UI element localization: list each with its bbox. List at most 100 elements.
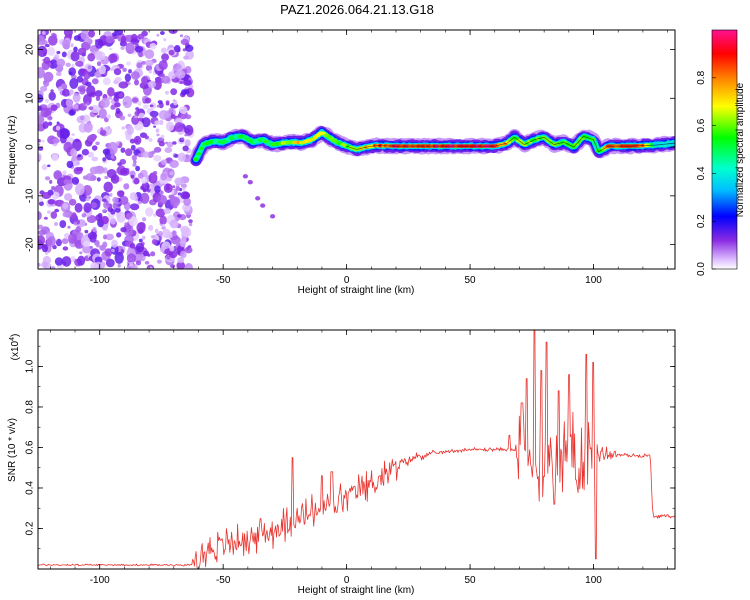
noise-blob [98, 65, 107, 75]
noise-blob [137, 172, 144, 179]
noise-blob [137, 153, 142, 158]
noise-blob [125, 42, 135, 54]
noise-blob [143, 104, 149, 109]
y-tick-label: 0.8 [25, 400, 36, 414]
noise-blob [168, 49, 175, 56]
noise-blob [153, 155, 162, 162]
y-tick-label: 0.4 [25, 481, 36, 495]
secondary-point [260, 203, 266, 208]
noise-blob [69, 89, 74, 95]
noise-blob [104, 248, 113, 257]
noise-blob [81, 213, 87, 218]
snr-series-line [38, 330, 675, 569]
noise-blob [120, 167, 130, 176]
noise-blob [141, 181, 150, 192]
noise-blob [38, 45, 48, 57]
noise-blob [156, 259, 162, 264]
noise-blob [47, 46, 56, 56]
noise-blob [114, 102, 121, 108]
colorbar-tick-label: 0.8 [696, 70, 707, 84]
noise-blob [83, 94, 92, 106]
noise-blob [170, 196, 181, 207]
noise-blob [91, 156, 99, 162]
noise-blob [90, 262, 98, 269]
noise-blob [166, 231, 174, 239]
noise-blob [54, 257, 64, 266]
noise-blob [91, 78, 99, 85]
colorbar-gradient [711, 29, 738, 270]
noise-blob [147, 80, 157, 88]
noise-blob [151, 239, 158, 245]
noise-blob [95, 141, 100, 146]
noise-blob [38, 153, 42, 161]
noise-blob [73, 166, 83, 175]
noise-blob [175, 186, 181, 191]
noise-blob [40, 85, 48, 92]
noise-blob [131, 71, 140, 80]
noise-blob [83, 240, 91, 247]
noise-blob [51, 191, 60, 200]
noise-blob [109, 47, 113, 51]
noise-blob [38, 146, 44, 151]
noise-blob [118, 142, 123, 146]
noise-blob [110, 244, 119, 255]
noise-blob [158, 60, 168, 71]
noise-blob [45, 107, 53, 116]
x-tick-label: -50 [216, 275, 231, 286]
noise-blob [62, 88, 70, 97]
noise-blob [70, 43, 74, 48]
noise-blob [111, 239, 118, 248]
noise-blob [61, 83, 67, 89]
noise-blob [143, 250, 150, 257]
noise-blob [86, 215, 97, 223]
y-tick-label: 0.6 [25, 440, 36, 454]
snr-frame [37, 329, 676, 570]
noise-blob [177, 152, 186, 162]
noise-blob [120, 35, 127, 44]
figure-title: PAZ1.2026.064.21.13.G18 [280, 2, 434, 17]
y-tick-label: -10 [25, 188, 36, 203]
noise-blob [105, 35, 115, 44]
noise-blob [182, 191, 191, 199]
noise-blob [133, 135, 142, 145]
noise-blob [45, 98, 49, 104]
noise-blob [87, 53, 96, 62]
noise-blob [124, 222, 128, 226]
noise-blob [100, 97, 110, 108]
noise-blob [156, 133, 160, 137]
noise-blob [183, 79, 192, 86]
noise-blob [179, 239, 186, 248]
noise-blob [38, 114, 45, 125]
noise-blob [87, 65, 92, 70]
noise-blob [165, 101, 170, 106]
noise-blob [155, 128, 160, 133]
noise-blob [140, 61, 147, 65]
noise-blob [64, 193, 73, 201]
noise-blob [137, 33, 145, 40]
noise-blob [103, 234, 107, 240]
y-tick-label: -20 [25, 237, 36, 252]
noise-blob [156, 34, 160, 37]
noise-blob [50, 211, 58, 219]
noise-blob [168, 30, 178, 34]
noise-blob [183, 55, 189, 60]
noise-blob [81, 148, 89, 156]
noise-blob [165, 90, 169, 95]
noise-blob [138, 51, 144, 58]
noise-blob [145, 207, 154, 217]
noise-blob [63, 141, 73, 153]
noise-blob [153, 125, 157, 128]
noise-blob [38, 235, 46, 246]
noise-blob [129, 243, 136, 249]
noise-blob [175, 70, 186, 79]
snr-scale-exponent: 4 [9, 337, 16, 341]
noise-blob [86, 101, 90, 106]
noise-blob [69, 78, 79, 89]
y-tick-label: 20 [25, 44, 36, 56]
spectrogram-y-axis-label: Frequency (Hz) [7, 116, 18, 185]
noise-blob [56, 71, 62, 77]
noise-blob [73, 35, 81, 41]
x-tick-label: -100 [90, 275, 110, 286]
noise-blob [128, 69, 132, 74]
noise-blob [188, 222, 193, 227]
